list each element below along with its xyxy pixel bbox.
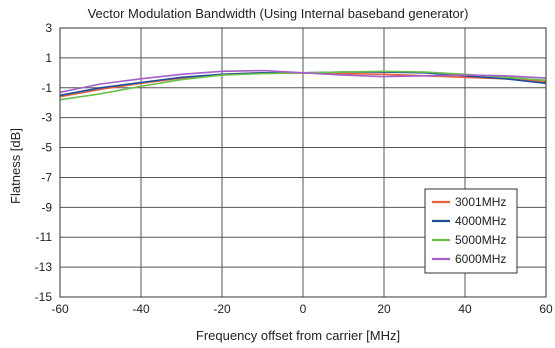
chart-title: Vector Modulation Bandwidth (Using Inter… (88, 6, 469, 21)
y-tick-label: -11 (36, 230, 53, 244)
legend-label: 5000MHz (455, 233, 506, 247)
y-tick-label: -9 (41, 200, 52, 214)
x-tick-label: -60 (51, 302, 69, 316)
legend-label: 4000MHz (455, 214, 506, 228)
plot-area-frame (59, 27, 547, 298)
x-tick-label: 60 (539, 302, 553, 316)
x-tick-label: 20 (377, 302, 391, 316)
legend-label: 6000MHz (455, 252, 506, 266)
y-tick-label: -1 (41, 81, 52, 95)
x-tick-label: -40 (132, 302, 150, 316)
x-axis-title: Frequency offset from carrier [MHz] (196, 328, 400, 343)
y-axis-title: Flatness [dB] (8, 128, 23, 204)
series-line-6000mhz (59, 69, 547, 94)
x-tick-label: 0 (300, 302, 307, 316)
tick-labels: -60 -40 -20 0 20 40 60 3 1 -1 -3 -5 -7 -9 -11 -13 -15 (35, 21, 553, 316)
legend: 3001MHz 4000MHz 5000MHz 6000MHz (424, 188, 518, 274)
y-tick-label: 3 (45, 21, 52, 35)
y-tick-label: -3 (41, 111, 52, 125)
y-tick-label: -5 (41, 141, 52, 155)
legend-label: 3001MHz (455, 195, 506, 209)
x-tick-label: -20 (213, 302, 231, 316)
y-tick-label: -7 (41, 170, 52, 184)
x-tick-label: 40 (458, 302, 472, 316)
y-tick-label: 1 (45, 51, 52, 65)
series-lines (59, 69, 547, 101)
y-tick-label: -15 (35, 290, 53, 304)
y-tick-label: -13 (35, 260, 53, 274)
